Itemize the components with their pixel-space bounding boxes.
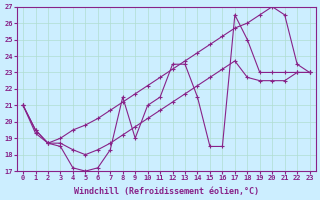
X-axis label: Windchill (Refroidissement éolien,°C): Windchill (Refroidissement éolien,°C) [74, 187, 259, 196]
